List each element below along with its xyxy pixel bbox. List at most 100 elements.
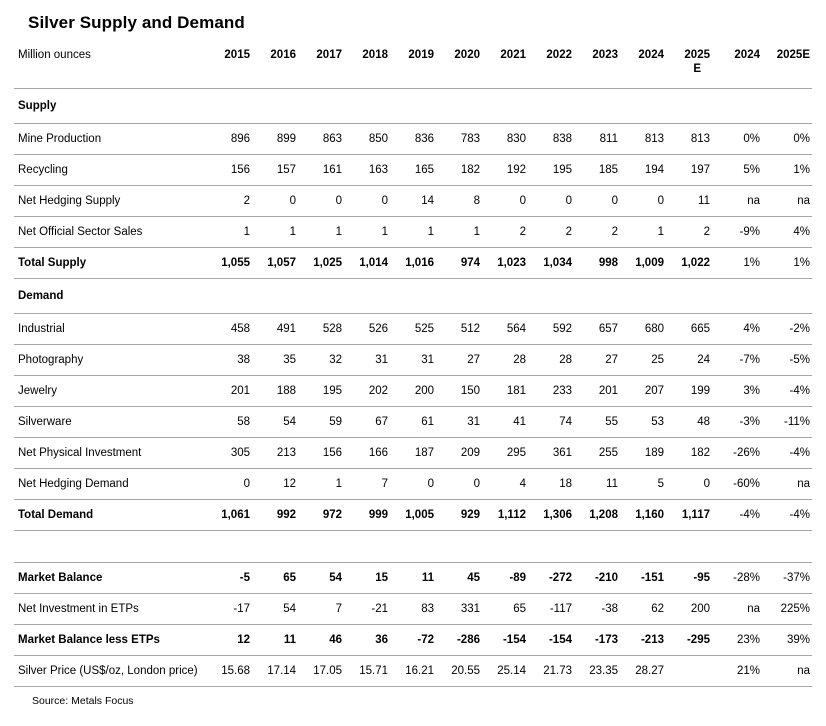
value-cell: 165 <box>414 163 434 176</box>
spacer-cell <box>14 530 812 562</box>
value-cell: 12 <box>237 633 250 646</box>
pct-cell: -4% <box>789 384 810 397</box>
value-cell: 11 <box>421 571 434 584</box>
value-cell: 657 <box>598 322 618 335</box>
value-cell: 35 <box>283 353 296 366</box>
value-cell: 17.14 <box>267 664 296 677</box>
value-cell: 1,022 <box>681 256 710 269</box>
value-cell: 526 <box>368 322 388 335</box>
value-cell: 972 <box>322 508 342 521</box>
value-cell: 15.68 <box>221 664 250 677</box>
value-cell: 54 <box>283 602 296 615</box>
section-label: Supply <box>18 99 57 112</box>
value-cell: 1,009 <box>635 256 664 269</box>
value-cell: 836 <box>414 132 434 145</box>
pct-cell: -9% <box>739 225 760 238</box>
column-header: 2016 <box>252 47 298 89</box>
value-cell: 1,112 <box>497 508 526 521</box>
column-header: 2019 <box>390 47 436 89</box>
value-cell: 200 <box>414 384 434 397</box>
value-cell: 32 <box>329 353 342 366</box>
value-cell: -173 <box>594 633 618 646</box>
row-label: Total Demand <box>18 508 94 521</box>
value-cell: 181 <box>506 384 526 397</box>
value-cell: 65 <box>283 571 296 584</box>
value-cell: -272 <box>548 571 572 584</box>
value-cell: 863 <box>322 132 342 145</box>
value-cell: 0 <box>703 477 710 490</box>
value-cell: 201 <box>230 384 250 397</box>
row-label: Market Balance less ETPs <box>18 633 160 646</box>
table-header: Million ounces 2015 2016 2017 2018 2019 2020 2… <box>14 47 812 89</box>
value-cell: 67 <box>375 415 388 428</box>
column-header: 2022 <box>528 47 574 89</box>
value-cell: 25.14 <box>497 664 526 677</box>
value-cell: 199 <box>690 384 710 397</box>
value-cell: 161 <box>322 163 342 176</box>
value-cell: 1,061 <box>221 508 250 521</box>
value-cell: 1,016 <box>405 256 434 269</box>
pct-cell: -5% <box>789 353 810 366</box>
value-cell: 680 <box>644 322 664 335</box>
value-cell: -89 <box>509 571 526 584</box>
value-cell: 7 <box>381 477 388 490</box>
value-cell: 197 <box>690 163 710 176</box>
value-cell: 1,014 <box>359 256 388 269</box>
value-cell: 665 <box>690 322 710 335</box>
value-cell: 998 <box>598 256 618 269</box>
value-cell: 61 <box>421 415 434 428</box>
silver-supply-demand-table: Million ounces 2015 2016 2017 2018 2019 2020 2… <box>14 47 812 687</box>
value-cell: 295 <box>506 446 526 459</box>
value-cell: -5 <box>239 571 250 584</box>
value-cell: 1,025 <box>313 256 342 269</box>
row-label: Net Hedging Supply <box>18 194 121 207</box>
value-cell: 1,005 <box>405 508 434 521</box>
value-cell: 896 <box>230 132 250 145</box>
table-row: Industrial 458 491 528 526 525 512 564 592 657 680… <box>14 313 812 344</box>
value-cell: 830 <box>506 132 526 145</box>
value-cell: 811 <box>599 132 618 145</box>
section-label: Demand <box>18 289 64 302</box>
value-cell: 838 <box>552 132 572 145</box>
value-cell: 25 <box>651 353 664 366</box>
value-cell: 1,208 <box>589 508 618 521</box>
value-cell: 38 <box>237 353 250 366</box>
value-cell: 2 <box>519 225 526 238</box>
value-cell: 11 <box>283 633 296 646</box>
value-cell: 305 <box>230 446 250 459</box>
row-label: Industrial <box>18 322 65 335</box>
value-cell: 2 <box>243 194 250 207</box>
section-row: Demand <box>14 278 812 313</box>
value-cell: -117 <box>549 602 572 615</box>
value-cell: 1,306 <box>543 508 572 521</box>
value-cell: 207 <box>644 384 664 397</box>
value-cell: 1 <box>335 477 342 490</box>
value-cell: 813 <box>644 132 664 145</box>
page-title: Silver Supply and Demand <box>28 13 245 32</box>
value-cell: -286 <box>456 633 480 646</box>
value-cell: 46 <box>329 633 342 646</box>
value-cell: 1,057 <box>267 256 296 269</box>
value-cell: 201 <box>598 384 618 397</box>
value-cell: 48 <box>697 415 710 428</box>
value-cell: 28.27 <box>635 664 664 677</box>
source-note: Source: Metals Focus <box>32 694 134 707</box>
value-cell: 166 <box>368 446 388 459</box>
value-cell: 12 <box>283 477 296 490</box>
pct-cell: 1% <box>793 256 810 269</box>
table-body: Supply Mine Production 896 899 863 850 836 783 8… <box>14 88 812 686</box>
table-row: Total Demand 1,061 992 972 999 1,005 929 1,112 1… <box>14 499 812 530</box>
value-cell: 1,023 <box>497 256 526 269</box>
value-cell: 163 <box>368 163 388 176</box>
value-cell: -17 <box>233 602 250 615</box>
column-header: 2020 <box>436 47 482 89</box>
row-label: Net Physical Investment <box>18 446 142 459</box>
value-cell: 23.35 <box>589 664 618 677</box>
value-cell: -210 <box>594 571 618 584</box>
value-cell: 24 <box>697 353 710 366</box>
value-cell: 156 <box>322 446 342 459</box>
value-cell: 11 <box>698 194 710 207</box>
value-cell <box>666 655 712 686</box>
value-cell: 0 <box>381 194 388 207</box>
value-cell: 999 <box>368 508 388 521</box>
